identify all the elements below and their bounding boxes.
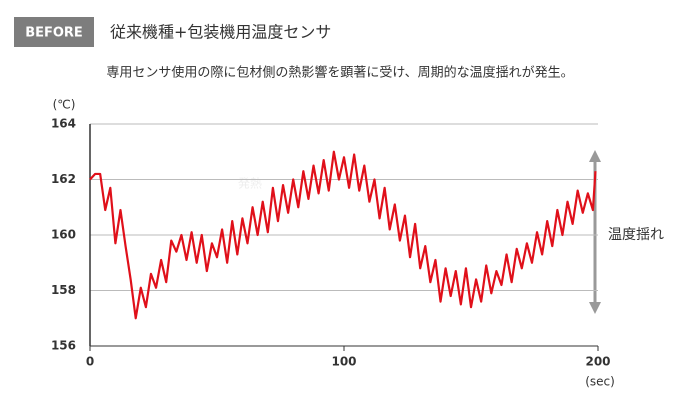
- x-tick-label: 200: [585, 355, 610, 369]
- badge: BEFORE: [25, 26, 83, 41]
- watermark: 発熱: [238, 177, 262, 191]
- subtitle: 専用センサ使用の際に包材側の熱影響を顕著に受け、周期的な温度揺れが発生。: [106, 65, 573, 81]
- y-tick-label: 160: [51, 228, 76, 242]
- badge-bg: [14, 17, 94, 47]
- y-tick-label: 156: [51, 339, 76, 353]
- x-tick-label: 0: [86, 355, 94, 369]
- x-unit: (sec): [585, 375, 615, 389]
- y-tick-label: 162: [51, 172, 76, 186]
- y-unit: (℃): [53, 98, 76, 112]
- chart-title: 従来機種+包装機用温度センサ: [110, 23, 331, 42]
- y-tick-label: 158: [51, 283, 76, 297]
- x-tick-label: 100: [331, 355, 356, 369]
- arrow-head: [589, 302, 601, 314]
- data-line: [89, 150, 597, 320]
- arrow-head: [589, 150, 601, 162]
- y-tick-label: 164: [51, 117, 76, 131]
- annotation: 温度揺れ: [608, 227, 664, 243]
